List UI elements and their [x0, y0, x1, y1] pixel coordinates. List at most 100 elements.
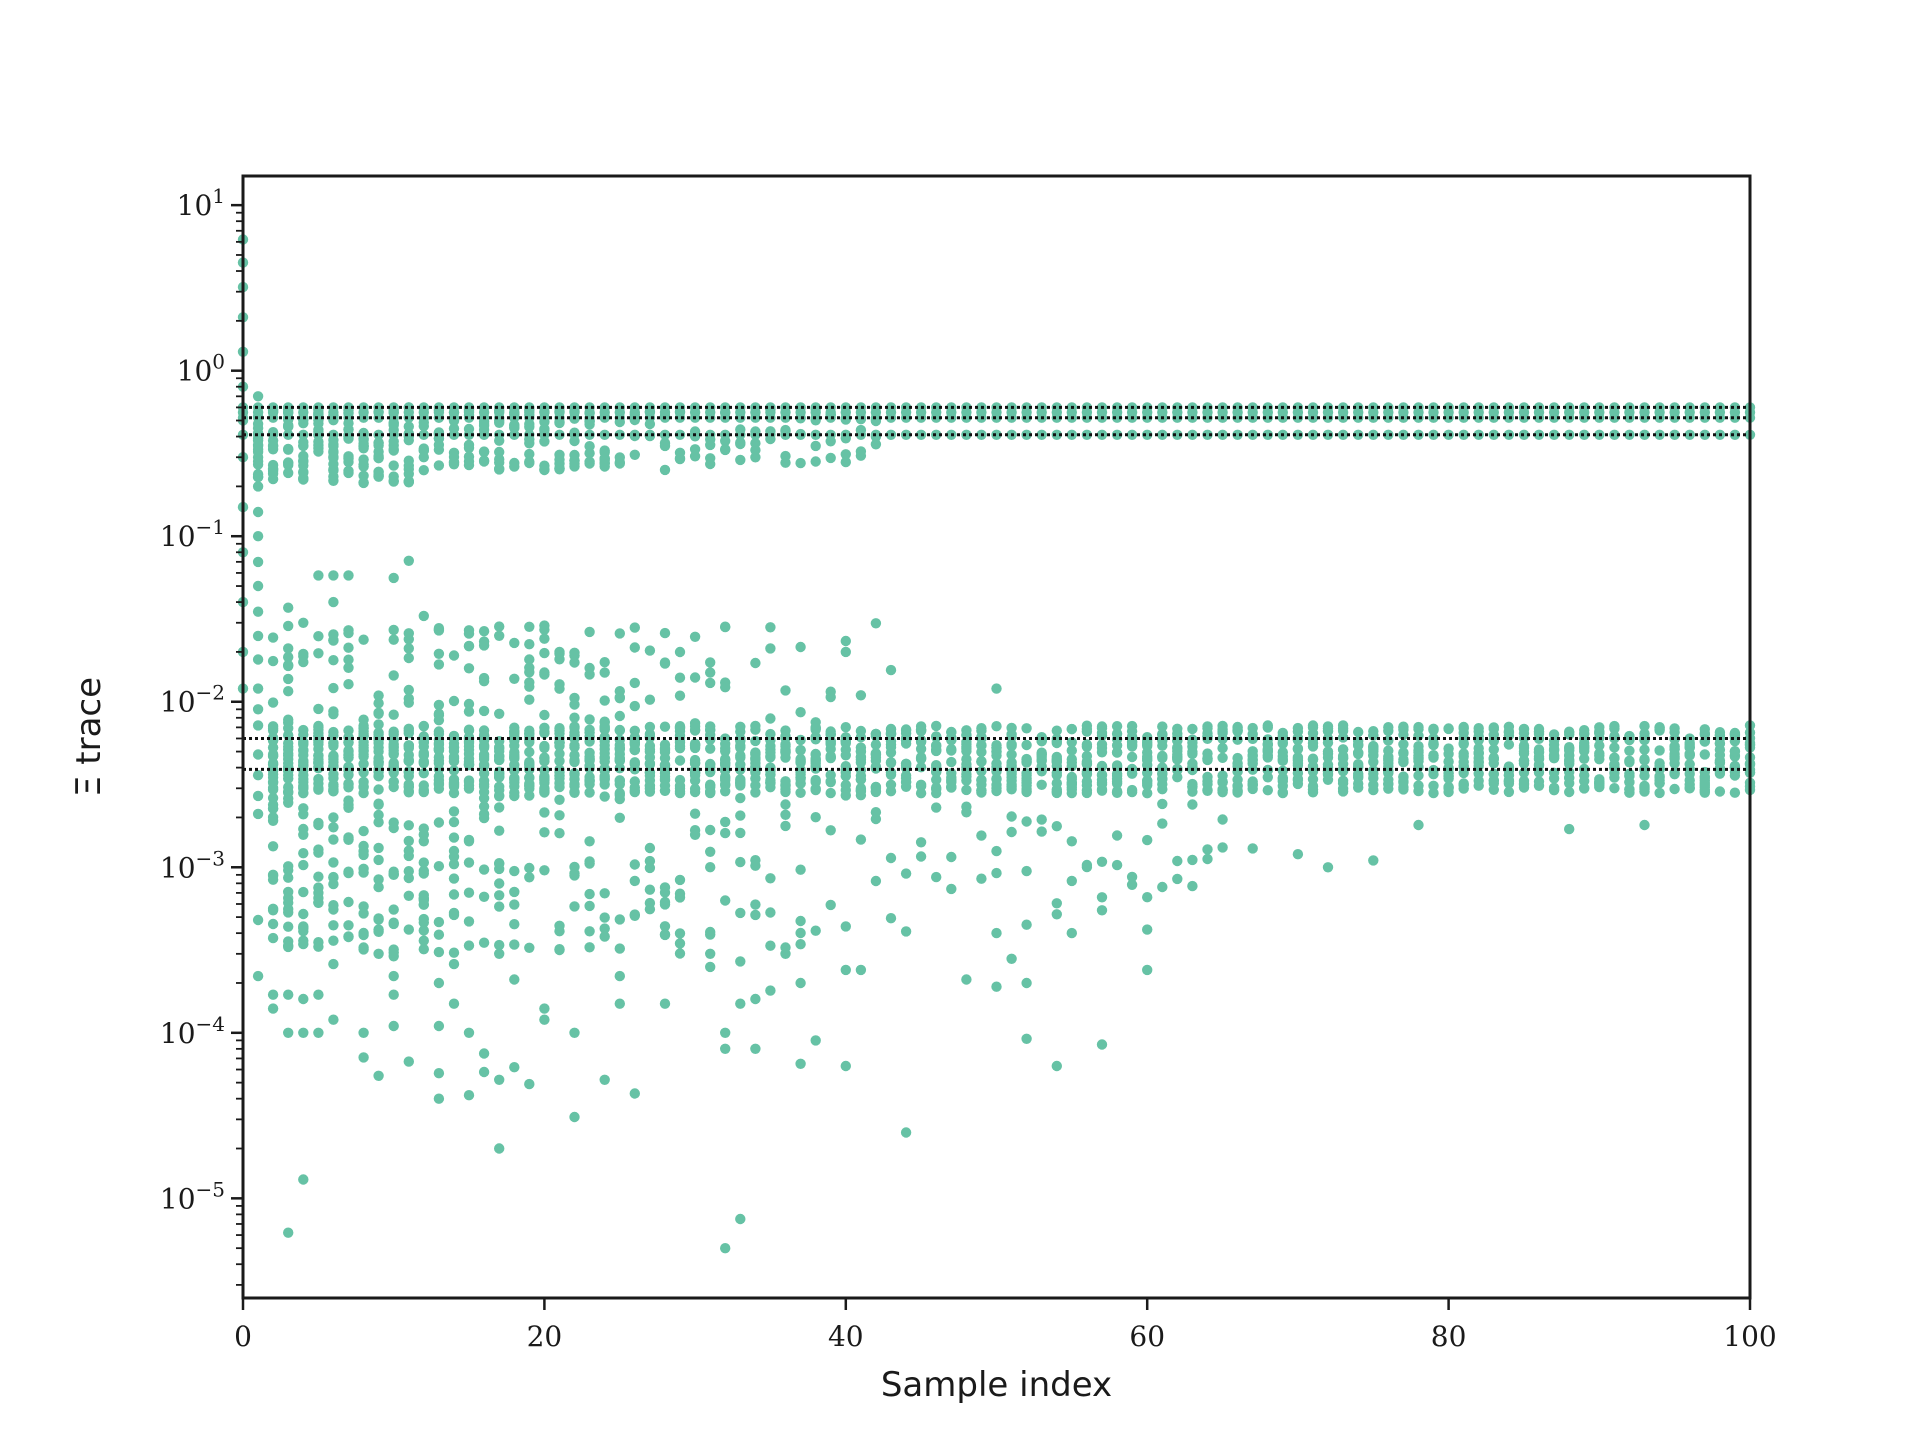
data-point — [448, 778, 460, 789]
data-point — [991, 721, 1002, 732]
data-point — [494, 446, 505, 458]
data-point — [478, 456, 490, 467]
data-point — [539, 756, 550, 767]
data-point — [524, 639, 535, 650]
data-point — [840, 722, 851, 733]
data-point — [1006, 784, 1017, 795]
data-point — [870, 786, 882, 798]
data-point — [1021, 739, 1032, 751]
data-point — [735, 454, 746, 466]
data-point — [750, 899, 761, 910]
data-point — [584, 456, 595, 467]
data-point — [795, 764, 806, 775]
data-point — [433, 659, 445, 670]
data-point — [1609, 412, 1620, 423]
data-point — [946, 782, 957, 793]
data-point — [373, 854, 384, 866]
data-point — [343, 931, 354, 942]
data-point — [267, 463, 279, 474]
data-point — [1262, 785, 1274, 796]
data-point — [1142, 775, 1153, 786]
data-point — [283, 717, 294, 728]
data-point — [1594, 754, 1605, 765]
data-point — [1232, 752, 1243, 764]
data-point — [478, 1066, 490, 1078]
data-point — [569, 1027, 580, 1039]
data-point — [961, 784, 972, 796]
data-point — [1353, 747, 1364, 758]
data-point — [283, 602, 294, 613]
data-point — [1579, 783, 1590, 794]
data-point — [403, 924, 414, 935]
data-point — [659, 721, 671, 732]
data-point — [584, 408, 595, 419]
data-point — [855, 764, 867, 776]
data-point — [629, 744, 640, 755]
data-point — [855, 424, 867, 436]
data-point — [855, 834, 867, 845]
data-point — [659, 464, 671, 476]
data-point — [569, 779, 580, 790]
data-point — [494, 890, 505, 901]
data-point — [705, 743, 716, 754]
data-point — [1669, 769, 1680, 780]
data-point — [478, 937, 490, 948]
data-point — [252, 749, 264, 760]
data-point — [705, 862, 716, 873]
data-point — [554, 926, 565, 937]
data-point — [328, 878, 339, 890]
data-point — [720, 757, 731, 768]
data-point — [1473, 747, 1484, 758]
data-point — [463, 737, 475, 749]
data-point — [991, 867, 1002, 879]
data-point — [584, 429, 595, 440]
data-point — [373, 698, 384, 709]
data-point — [283, 907, 294, 918]
data-point — [478, 672, 490, 684]
data-point — [313, 778, 324, 789]
data-point — [554, 810, 565, 821]
data-point — [1383, 745, 1394, 756]
data-point — [418, 747, 429, 759]
data-point — [614, 998, 625, 1009]
data-point — [825, 752, 836, 763]
data-point — [644, 406, 656, 417]
data-point — [418, 786, 429, 798]
data-point — [1488, 768, 1500, 780]
data-point — [689, 444, 701, 455]
data-point — [599, 779, 610, 790]
data-point — [358, 840, 369, 852]
data-point — [629, 449, 640, 460]
x-tick-label: 40 — [828, 1320, 864, 1353]
data-point — [539, 667, 550, 678]
data-point — [373, 770, 384, 782]
data-point — [961, 807, 972, 818]
data-point — [524, 790, 535, 801]
data-point — [1533, 746, 1545, 757]
data-point — [870, 431, 882, 442]
data-point — [629, 409, 640, 420]
data-point — [840, 456, 851, 468]
data-point — [705, 677, 716, 689]
data-point — [1322, 429, 1334, 440]
data-point — [810, 717, 821, 728]
data-point — [539, 784, 550, 796]
data-point — [298, 467, 309, 478]
data-point — [313, 703, 324, 715]
data-point — [433, 460, 445, 471]
data-point — [720, 435, 731, 447]
data-point — [388, 634, 399, 645]
data-point — [448, 889, 460, 900]
data-point — [313, 750, 324, 761]
data-point — [840, 738, 851, 749]
data-point — [539, 464, 550, 476]
data-point — [855, 725, 867, 737]
data-point — [1232, 725, 1243, 736]
data-point — [1021, 865, 1032, 877]
data-point — [840, 964, 851, 976]
data-point — [1488, 722, 1500, 733]
data-point — [991, 429, 1002, 440]
data-point — [252, 531, 264, 542]
data-point — [629, 859, 640, 870]
data-point — [1187, 880, 1198, 892]
